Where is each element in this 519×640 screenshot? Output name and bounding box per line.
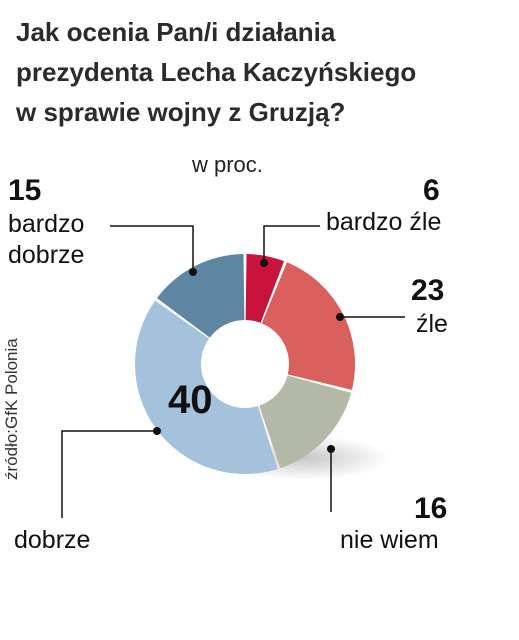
value-label-zle: 23 [411, 274, 445, 307]
chart-title: Jak ocenia Pan/i działania prezydenta Le… [16, 12, 506, 132]
leader-bardzo-dobrze-dot [189, 268, 197, 276]
category-label-nie-wiem: nie wiem [340, 526, 439, 554]
slice-dobrze [134, 300, 278, 474]
leader-bardzo-dobrze [110, 225, 194, 272]
category-label-bardzo-dobrze-line1: bardzo [8, 210, 85, 238]
category-label-zle: źle [416, 310, 448, 338]
category-label-bardzo-zle: bardzo źle [326, 208, 442, 236]
leader-zle-dot [336, 313, 344, 321]
category-label-dobrze: dobrze [14, 526, 91, 554]
slice-bardzo-zle [245, 254, 285, 323]
slice-zle [261, 262, 355, 390]
value-label-nie-wiem: 16 [414, 492, 448, 525]
leader-dobrze [61, 430, 157, 518]
value-label-bardzo-dobrze: 15 [8, 174, 42, 207]
title-line-1: Jak ocenia Pan/i działania [16, 17, 336, 47]
leader-nie-wiem-dot [327, 445, 335, 453]
leader-bardzo-zle-dot [260, 259, 268, 267]
leader-bardzo-zle [263, 225, 320, 263]
leader-lines [61, 225, 405, 518]
slice-nie-wiem [259, 375, 352, 469]
title-line-2: prezydenta Lecha Kaczyńskiego [16, 57, 417, 87]
slice-bardzo-dobrze [156, 254, 245, 338]
title-line-3: w sprawie wojny z Gruzją? [16, 97, 346, 127]
leader-dobrze-dot [153, 427, 161, 435]
unit-label: w proc. [192, 152, 263, 177]
value-label-bardzo-zle: 6 [423, 174, 440, 207]
value-label-dobrze: 40 [168, 378, 213, 422]
slices [134, 254, 355, 474]
category-label-bardzo-dobrze-line2: dobrze [8, 241, 85, 269]
